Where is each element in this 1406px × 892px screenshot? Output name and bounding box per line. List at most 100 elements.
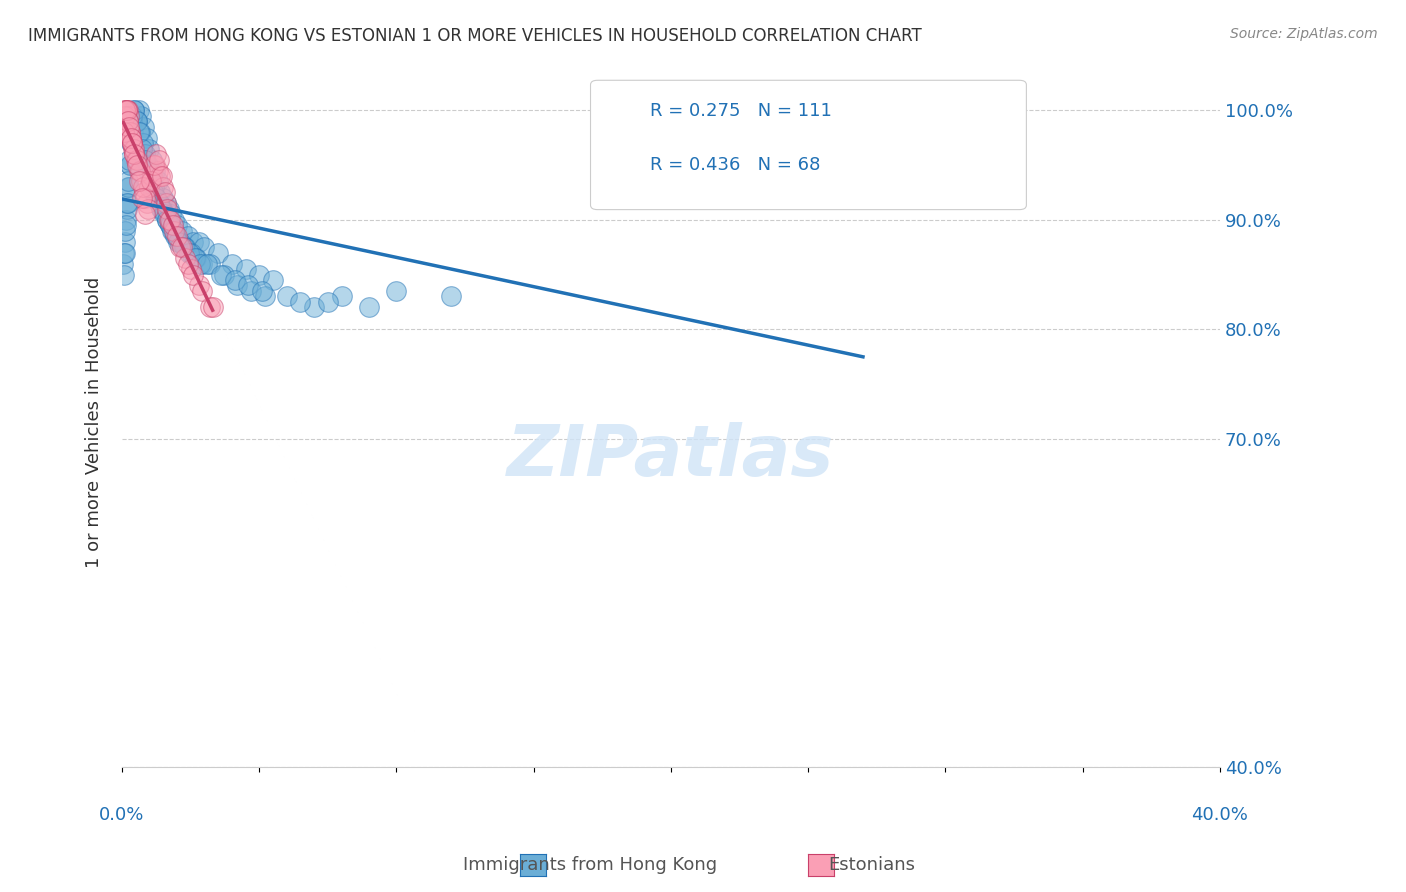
Point bbox=[174, 251, 197, 265]
Point bbox=[131, 191, 153, 205]
Point bbox=[166, 229, 188, 244]
Point bbox=[149, 169, 172, 183]
Point bbox=[172, 224, 194, 238]
Point bbox=[145, 191, 167, 205]
Point bbox=[330, 289, 353, 303]
Point bbox=[135, 130, 157, 145]
Point bbox=[159, 219, 181, 233]
Point bbox=[162, 224, 184, 238]
Point bbox=[142, 180, 165, 194]
Point bbox=[138, 180, 160, 194]
Point bbox=[128, 163, 150, 178]
Point bbox=[169, 235, 191, 249]
Point bbox=[141, 153, 163, 167]
Point bbox=[132, 120, 155, 134]
Point bbox=[290, 294, 312, 309]
Point bbox=[129, 174, 152, 188]
Point bbox=[155, 196, 177, 211]
Point bbox=[127, 153, 149, 167]
Point bbox=[142, 186, 165, 200]
Point bbox=[153, 207, 176, 221]
Point bbox=[198, 257, 221, 271]
Point bbox=[125, 153, 148, 167]
Point bbox=[115, 103, 138, 118]
Point bbox=[190, 257, 212, 271]
Point bbox=[122, 103, 145, 118]
Point bbox=[173, 240, 195, 254]
Point bbox=[131, 142, 153, 156]
Point bbox=[155, 196, 177, 211]
Point bbox=[145, 191, 167, 205]
Point bbox=[153, 207, 176, 221]
Point bbox=[143, 163, 166, 178]
Point bbox=[156, 202, 179, 216]
Point bbox=[276, 289, 298, 303]
Point bbox=[153, 186, 176, 200]
Point bbox=[186, 251, 208, 265]
Point bbox=[250, 284, 273, 298]
Point bbox=[183, 235, 205, 249]
Point bbox=[134, 153, 156, 167]
Point bbox=[188, 257, 211, 271]
Point bbox=[138, 142, 160, 156]
Point bbox=[262, 273, 284, 287]
Point bbox=[115, 196, 138, 211]
Point bbox=[177, 229, 200, 244]
Point bbox=[115, 103, 138, 118]
Text: IMMIGRANTS FROM HONG KONG VS ESTONIAN 1 OR MORE VEHICLES IN HOUSEHOLD CORRELATIO: IMMIGRANTS FROM HONG KONG VS ESTONIAN 1 … bbox=[28, 27, 922, 45]
Point bbox=[156, 212, 179, 227]
Point bbox=[118, 180, 141, 194]
Point bbox=[121, 136, 143, 150]
Point bbox=[122, 147, 145, 161]
Point bbox=[148, 196, 170, 211]
Point bbox=[177, 257, 200, 271]
Point bbox=[128, 174, 150, 188]
Point bbox=[165, 229, 187, 244]
Point bbox=[115, 202, 138, 216]
Point bbox=[139, 169, 162, 183]
Point bbox=[201, 301, 224, 315]
Point bbox=[209, 268, 232, 282]
Point bbox=[212, 268, 235, 282]
Point bbox=[112, 114, 135, 128]
Point bbox=[121, 136, 143, 150]
Point bbox=[357, 301, 380, 315]
Point bbox=[193, 240, 215, 254]
Point bbox=[180, 245, 202, 260]
Point bbox=[148, 196, 170, 211]
Point bbox=[159, 212, 181, 227]
Point bbox=[163, 224, 186, 238]
Point bbox=[224, 273, 246, 287]
Point bbox=[852, 87, 875, 101]
Point bbox=[112, 268, 135, 282]
Point bbox=[117, 114, 139, 128]
Point bbox=[120, 130, 142, 145]
Text: Source: ZipAtlas.com: Source: ZipAtlas.com bbox=[1230, 27, 1378, 41]
Text: ZIPatlas: ZIPatlas bbox=[508, 423, 835, 491]
Point bbox=[179, 245, 201, 260]
Point bbox=[187, 278, 209, 293]
Point bbox=[118, 158, 141, 172]
Point bbox=[148, 153, 170, 167]
Point bbox=[128, 103, 150, 118]
Point bbox=[183, 268, 205, 282]
Point bbox=[152, 180, 174, 194]
Point bbox=[162, 224, 184, 238]
Point bbox=[121, 136, 143, 150]
Point bbox=[114, 103, 136, 118]
Point bbox=[163, 229, 186, 244]
Point bbox=[122, 103, 145, 118]
Point bbox=[152, 191, 174, 205]
Point bbox=[235, 262, 257, 277]
Text: Immigrants from Hong Kong: Immigrants from Hong Kong bbox=[464, 856, 717, 874]
Point bbox=[122, 142, 145, 156]
Point bbox=[115, 212, 138, 227]
Point bbox=[143, 158, 166, 172]
Point bbox=[134, 147, 156, 161]
Point bbox=[198, 301, 221, 315]
Point bbox=[120, 158, 142, 172]
Point bbox=[134, 207, 156, 221]
Point bbox=[128, 125, 150, 139]
Point bbox=[184, 251, 207, 265]
Point bbox=[118, 120, 141, 134]
